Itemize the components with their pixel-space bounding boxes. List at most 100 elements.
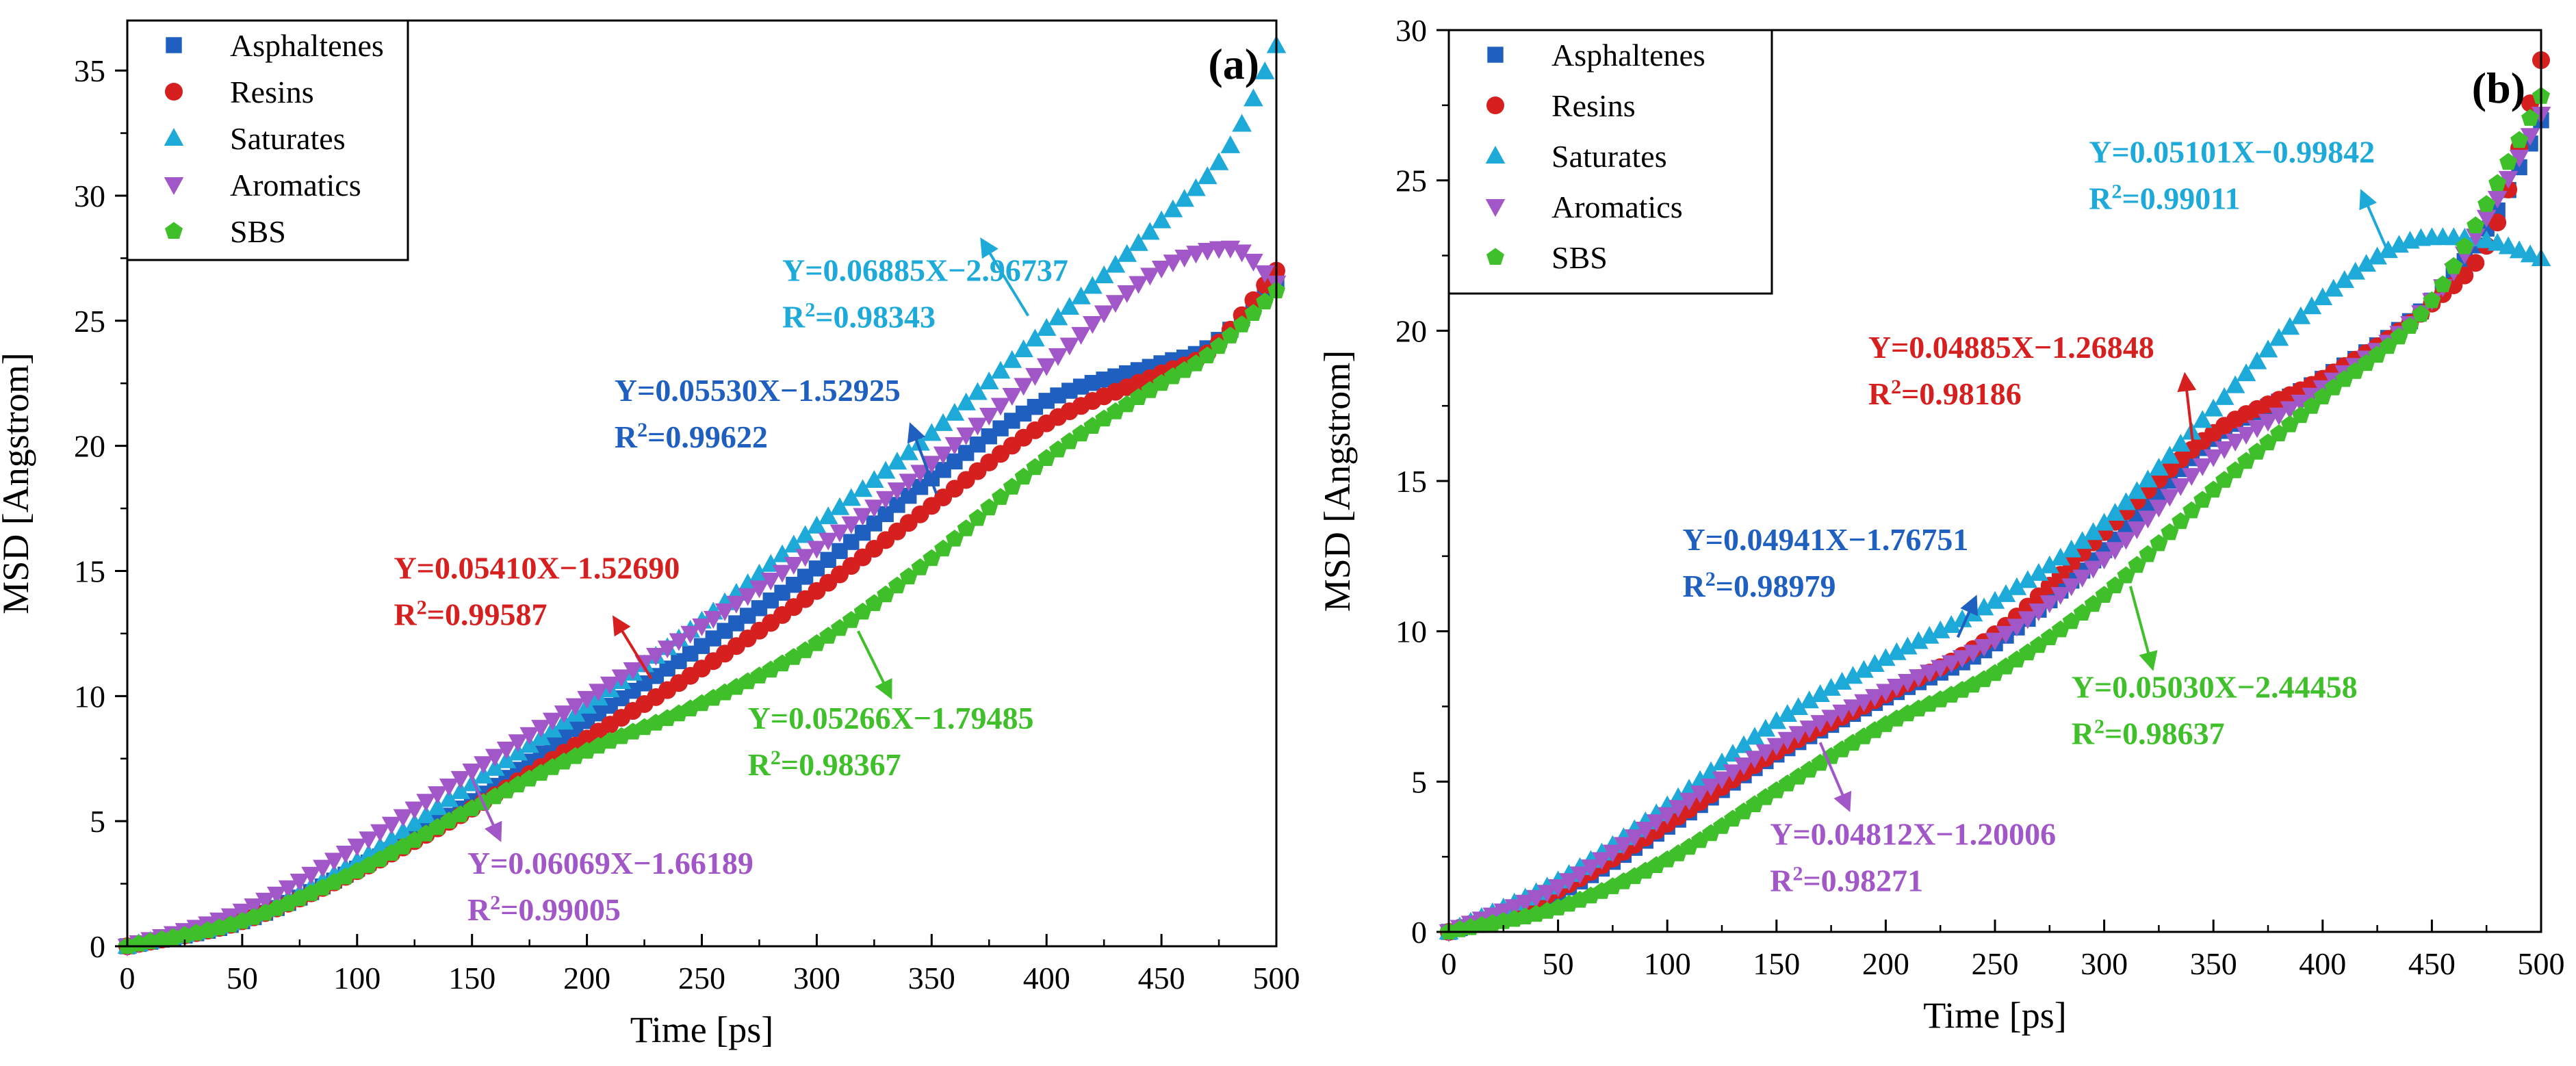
data-point [1690,785,1710,804]
legend-marker [1486,248,1504,265]
x-axis-title: Time [ps] [1923,995,2067,1036]
data-point [992,488,1009,505]
data-point [934,539,953,557]
data-point [2116,532,2136,550]
data-point [2127,521,2147,540]
data-point [2018,570,2038,588]
fit-arrow [612,615,653,679]
data-point [1163,255,1183,273]
data-point [2149,499,2169,518]
data-point [2204,480,2223,498]
fit-r-squared: R2=0.99622 [615,418,768,454]
data-point [404,813,425,831]
data-point [2171,434,2191,452]
data-point [2150,534,2168,551]
data-point [829,497,850,515]
data-point [2509,240,2529,259]
data-point [1002,387,1022,406]
data-point [899,442,919,460]
data-point [1898,673,1918,692]
data-point [1025,367,1045,386]
data-point [1974,597,1994,616]
data-point [922,423,942,441]
data-point [1036,358,1057,376]
data-point [589,684,608,702]
legend-label: Asphaltenes [1551,38,1705,73]
data-point [657,640,678,659]
axes: 0 50 100 150 200 250 300 350 400 450 500 0 5 10 15 20 25… [0,53,1300,1050]
data-point [1048,307,1068,326]
data-point [738,573,758,591]
y-tick-label: 30 [74,179,105,213]
data-point [1919,625,1940,644]
data-point [2280,401,2300,419]
data-point [1002,350,1022,368]
data-point [1646,814,1666,833]
data-point [2247,420,2267,439]
data-point [1603,844,1623,863]
x-tick-label: 400 [2299,946,2346,981]
legend-label: Aromatics [230,168,361,203]
data-point [944,402,965,421]
data-point [1832,704,1852,723]
panel-label: (b) [2472,64,2525,112]
data-point [1026,458,1044,476]
data-point [1198,346,1217,363]
data-point [945,530,964,547]
fit-equation: Y=0.06885X−2.96737 [782,252,1068,287]
data-point [760,573,781,591]
data-point [2192,458,2213,476]
data-point [1832,672,1852,690]
data-point [1003,478,1021,495]
legend-label: Saturates [1551,139,1667,174]
data-point [313,859,333,878]
data-point [2476,230,2497,248]
data-point [2477,195,2496,212]
data-point [2269,328,2289,346]
fit-arrow [1818,742,1852,813]
data-point [875,460,896,479]
y-tick-label: 15 [74,554,105,588]
data-point [1197,243,1218,261]
data-point [911,558,929,575]
data-point [864,499,884,518]
data-point [519,727,539,745]
y-tick-label: 20 [1395,313,1427,348]
data-point [1014,339,1033,358]
data-point [887,482,907,501]
data-point [2128,556,2146,573]
data-point [2072,569,2092,588]
data-point [2039,555,2060,573]
data-point [1570,866,1590,885]
data-point [1244,88,1263,107]
legend: Asphaltenes Resins Saturates Aromatics SBS [126,19,409,261]
data-point [1799,690,1819,709]
data-point [2520,244,2540,263]
data-point [829,524,850,543]
data-point [324,853,344,871]
data-point [1592,852,1612,870]
data-point [1985,590,2005,609]
data-point [2434,275,2452,293]
data-point [1117,285,1137,303]
data-point [2039,595,2060,614]
legend: Asphaltenes Resins Saturates Aromatics SBS [1447,29,1773,295]
data-point [1941,614,1961,633]
data-point [842,611,860,628]
y-tick-label: 5 [1411,764,1427,799]
data-point [1930,620,1950,638]
data-point [485,749,505,767]
data-point [393,809,413,827]
data-point [542,712,563,731]
data-point [2345,261,2365,280]
y-tick-label: 20 [74,429,105,464]
data-point [738,588,758,606]
data-point [1025,328,1045,347]
data-point [1766,711,1787,729]
data-point [968,417,988,436]
data-point [1244,304,1263,321]
data-point [2181,468,2202,486]
data-point [485,757,505,776]
x-tick-label: 300 [793,961,840,996]
